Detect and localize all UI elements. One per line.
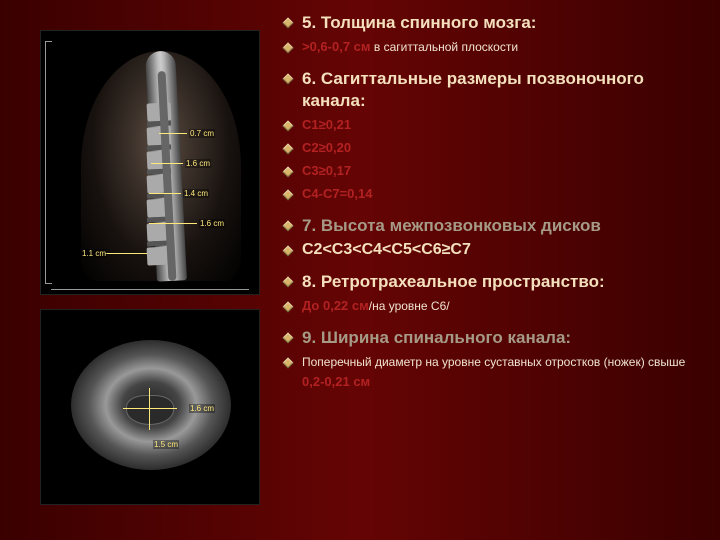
- section6-c2: С2≥0,20: [280, 138, 700, 158]
- section7-title: 7. Высота межпозвонковых дисков: [280, 215, 700, 237]
- mri-sagittal-image: 0.7 cm 1.6 cm 1.4 cm 1.6 cm 1.1 cm: [40, 30, 260, 295]
- section7-order: С2<С3<С4<С5<С6≥С7: [280, 240, 700, 260]
- measurement-label: 1.1 cm: [81, 249, 107, 258]
- section6-title: 6. Сагиттальные размеры позвоночного кан…: [280, 68, 700, 112]
- measurement-label: 1.6 cm: [199, 219, 225, 228]
- measurement-label: 1.6 cm: [189, 404, 215, 413]
- section8-value: До 0,22 см/на уровне С6/: [280, 296, 700, 316]
- section6-c4c7: С4-С7=0,14: [280, 184, 700, 204]
- section6-c3: С3≥0,17: [280, 161, 700, 181]
- measurement-label: 1.6 cm: [185, 159, 211, 168]
- text-column: 5. Толщина спинного мозга: >0,6-0,7 см в…: [280, 0, 720, 540]
- section5-value: >0,6-0,7 см в сагиттальной плоскости: [280, 37, 700, 57]
- section5-title: 5. Толщина спинного мозга:: [280, 12, 700, 34]
- mri-axial-image: 1.6 cm 1.5 cm: [40, 309, 260, 505]
- section6-c1: С1≥0,21: [280, 115, 700, 135]
- section9-text: Поперечный диаметр на уровне суставных о…: [280, 352, 700, 392]
- measurement-label: 1.4 cm: [183, 189, 209, 198]
- section9-title: 9. Ширина спинального канала:: [280, 327, 700, 349]
- content-list: 5. Толщина спинного мозга: >0,6-0,7 см в…: [280, 12, 700, 392]
- measurement-label: 1.5 cm: [153, 440, 179, 449]
- measurement-label: 0.7 cm: [189, 129, 215, 138]
- image-column: 0.7 cm 1.6 cm 1.4 cm 1.6 cm 1.1 cm 1.6 cm 1.5…: [0, 0, 280, 540]
- section8-title: 8. Ретротрахеальное пространство:: [280, 271, 700, 293]
